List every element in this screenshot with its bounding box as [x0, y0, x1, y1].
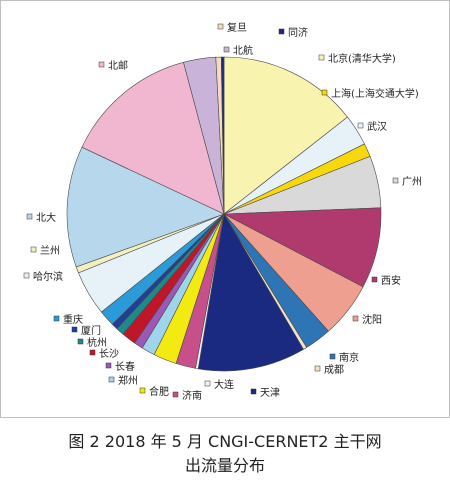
- slice-label: 大连: [214, 378, 234, 391]
- legend-swatch: [223, 46, 230, 53]
- slice-label: 郑州: [118, 374, 138, 387]
- legend-entry: 同济: [278, 26, 308, 39]
- legend-swatch: [98, 61, 105, 68]
- legend-swatch: [30, 246, 37, 253]
- legend-entry: 济南: [172, 389, 202, 402]
- legend-entry: 合肥: [139, 385, 169, 398]
- slice-label: 济南: [182, 389, 202, 402]
- slice-label: 广州: [402, 176, 422, 188]
- slice-label: 兰州: [40, 244, 60, 257]
- slice-label: 厦门: [81, 324, 101, 337]
- legend-entry: 北京(清华大学): [318, 52, 396, 65]
- slice-label: 合肥: [149, 385, 169, 398]
- pie-slice: [197, 213, 304, 372]
- legend-swatch: [318, 54, 325, 61]
- legend-entry: 广州: [392, 176, 422, 188]
- legend-swatch: [217, 23, 224, 30]
- figure-frame: 北京(清华大学) 武汉 上海(上海交通大学) 广州西安沈阳南京 成都天津 大连 济南 合肥 郑州…: [0, 0, 450, 418]
- legend-swatch: [204, 380, 211, 387]
- pie-slice: [220, 56, 225, 215]
- legend-swatch: [108, 376, 115, 383]
- slice-label: 成都: [324, 364, 344, 376]
- legend-swatch: [329, 353, 336, 360]
- legend-entry: 长春: [105, 361, 135, 373]
- legend-swatch: [105, 362, 112, 369]
- slice-label: 上海(上海交通大学): [331, 87, 419, 100]
- legend-swatch: [172, 391, 179, 398]
- slice-label: 西安: [381, 274, 401, 287]
- legend-entry: 成都: [314, 364, 344, 376]
- slice-label: 南京: [339, 351, 359, 364]
- legend-swatch: [371, 276, 378, 283]
- legend-entry: 武汉: [357, 120, 387, 133]
- slice-label: 北航: [233, 44, 253, 57]
- slice-label: 北大: [36, 211, 56, 224]
- legend-entry: 重庆: [53, 313, 83, 326]
- legend-swatch: [71, 326, 78, 333]
- legend-entry: 郑州: [108, 374, 138, 387]
- slice-label: 天津: [260, 387, 280, 399]
- legend-entry: 北大: [26, 211, 56, 224]
- slice-label: 长春: [115, 361, 135, 373]
- legend-entry: 厦门: [71, 324, 101, 337]
- legend-entry: 天津: [250, 387, 280, 399]
- legend-swatch: [250, 388, 257, 395]
- legend-swatch: [278, 28, 285, 35]
- slice-label: 武汉: [367, 120, 387, 133]
- legend-entry: 复旦: [217, 21, 247, 34]
- legend-entry: 兰州: [30, 244, 60, 257]
- legend-entry: 西安: [371, 274, 401, 287]
- legend-entry: 北航: [223, 44, 253, 57]
- legend-swatch: [392, 177, 399, 184]
- pie-slice: [223, 56, 348, 215]
- legend-swatch: [53, 315, 60, 322]
- pie-slice: [66, 146, 225, 268]
- slice-label: 长沙: [99, 348, 119, 360]
- legend-swatch: [314, 365, 321, 372]
- slice-label: 北京(清华大学): [328, 52, 396, 65]
- slice-label: 北邮: [108, 59, 128, 72]
- legend-entry: 杭州: [77, 336, 107, 349]
- legend-entry: 大连: [204, 378, 234, 391]
- pie-slice: [81, 61, 225, 215]
- legend-swatch: [89, 349, 96, 356]
- figure-caption-line1: 图 2 2018 年 5 月 CNGI-CERNET2 主干网: [68, 432, 382, 451]
- legend-swatch: [23, 272, 30, 279]
- legend-swatch: [139, 387, 146, 394]
- legend-entry: 北邮: [98, 59, 128, 72]
- legend-swatch: [26, 213, 33, 220]
- legend-entry: 哈尔滨: [23, 270, 63, 283]
- legend-entry: 上海(上海交通大学): [321, 87, 419, 100]
- slice-label: 同济: [288, 26, 308, 39]
- legend-entry: 南京: [329, 351, 359, 364]
- legend-entry: 长沙: [89, 348, 119, 360]
- legend-swatch: [352, 315, 359, 322]
- slice-label: 复旦: [227, 21, 247, 34]
- slice-label: 杭州: [87, 336, 107, 349]
- legend-entry: 沈阳: [352, 313, 382, 326]
- slice-label: 沈阳: [362, 313, 382, 326]
- legend-swatch: [357, 122, 364, 129]
- legend-swatch: [77, 338, 84, 345]
- slice-label: 哈尔滨: [33, 270, 63, 283]
- legend-swatch: [321, 89, 328, 96]
- figure-caption-line2: 出流量分布: [184, 456, 265, 475]
- slice-label: 重庆: [63, 313, 83, 326]
